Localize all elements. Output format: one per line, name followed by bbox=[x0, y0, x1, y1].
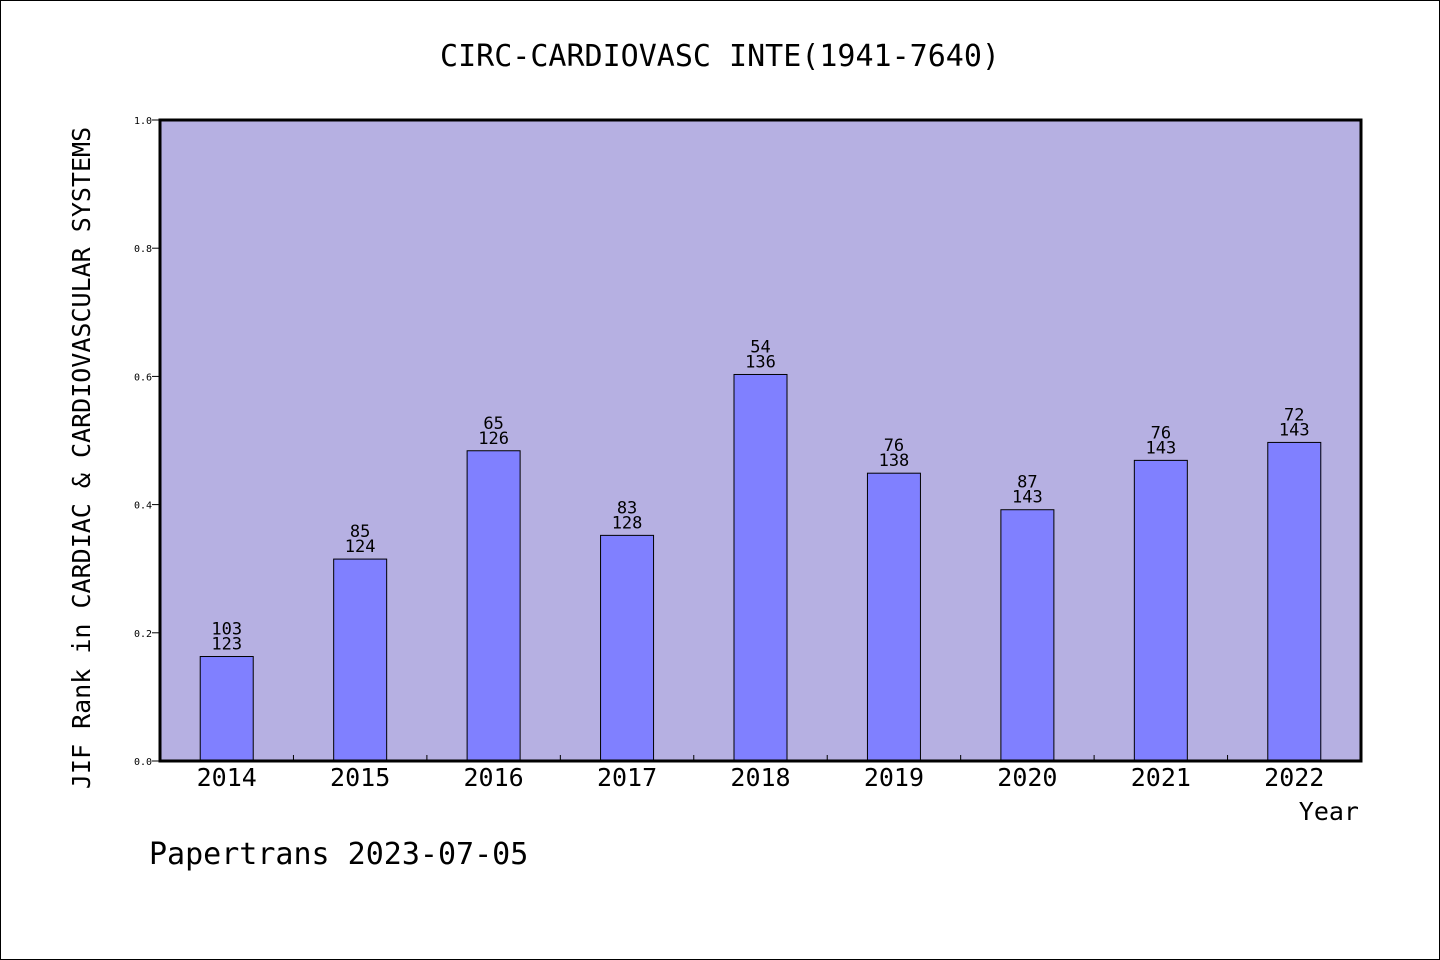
plot-border bbox=[158, 118, 1363, 763]
data-label-top: 72 bbox=[1284, 405, 1304, 425]
chart-title: CIRC-CARDIOVASC INTE(1941-7640) bbox=[440, 39, 1000, 74]
data-label-bottom: 136 bbox=[745, 352, 776, 372]
data-label-bottom: 124 bbox=[345, 537, 376, 557]
x-tick-label: 2022 bbox=[1264, 763, 1324, 792]
x-tick-label: 2019 bbox=[864, 763, 924, 792]
x-tick-label: 2017 bbox=[597, 763, 657, 792]
x-tick-label: 2021 bbox=[1131, 763, 1191, 792]
data-label-bottom: 143 bbox=[1279, 420, 1310, 440]
y-tick-label: 1.0 bbox=[134, 116, 152, 127]
x-tick-label: 2014 bbox=[197, 763, 257, 792]
data-label-bottom: 143 bbox=[1145, 438, 1176, 458]
bar-2017 bbox=[600, 534, 655, 762]
data-label-top: 85 bbox=[350, 522, 370, 542]
data-label-bottom: 123 bbox=[211, 635, 242, 655]
data-label-top: 54 bbox=[750, 337, 770, 357]
x-tick-label: 2018 bbox=[730, 763, 790, 792]
data-label-top: 103 bbox=[211, 620, 242, 640]
bar-2015 bbox=[333, 558, 388, 762]
x-tick-label: 2015 bbox=[330, 763, 390, 792]
x-tick-label: 2020 bbox=[997, 763, 1057, 792]
footer-credit: Papertrans 2023-07-05 bbox=[149, 837, 528, 872]
bar-2020 bbox=[1000, 509, 1055, 762]
data-label-top: 65 bbox=[483, 414, 503, 434]
x-axis-label: Year bbox=[1299, 797, 1359, 826]
bars bbox=[199, 373, 1322, 762]
y-tick-label: 0.2 bbox=[134, 629, 152, 640]
bar-2021 bbox=[1133, 459, 1188, 762]
bar-2022 bbox=[1267, 441, 1322, 762]
bar-2018 bbox=[733, 373, 788, 762]
bar-2019 bbox=[866, 472, 921, 762]
x-tick-label: 2016 bbox=[464, 763, 524, 792]
y-tick-label: 0.0 bbox=[134, 757, 152, 768]
y-tick-label: 0.6 bbox=[134, 372, 152, 383]
data-label-bottom: 128 bbox=[612, 513, 643, 533]
bar-2016 bbox=[466, 450, 521, 762]
y-tick-label: 0.8 bbox=[134, 244, 152, 255]
data-label-top: 87 bbox=[1017, 473, 1037, 493]
data-label-bottom: 126 bbox=[478, 429, 509, 449]
y-axis-label: JIF Rank in CARDIAC & CARDIOVASCULAR SYS… bbox=[67, 127, 96, 789]
y-tick-label: 0.4 bbox=[134, 501, 152, 512]
data-label-top: 76 bbox=[1151, 423, 1171, 443]
data-label-top: 83 bbox=[617, 498, 637, 518]
data-label-bottom: 143 bbox=[1012, 488, 1043, 508]
data-label-bottom: 138 bbox=[879, 451, 910, 471]
bar-2014 bbox=[199, 656, 254, 762]
data-label-top: 76 bbox=[884, 436, 904, 456]
